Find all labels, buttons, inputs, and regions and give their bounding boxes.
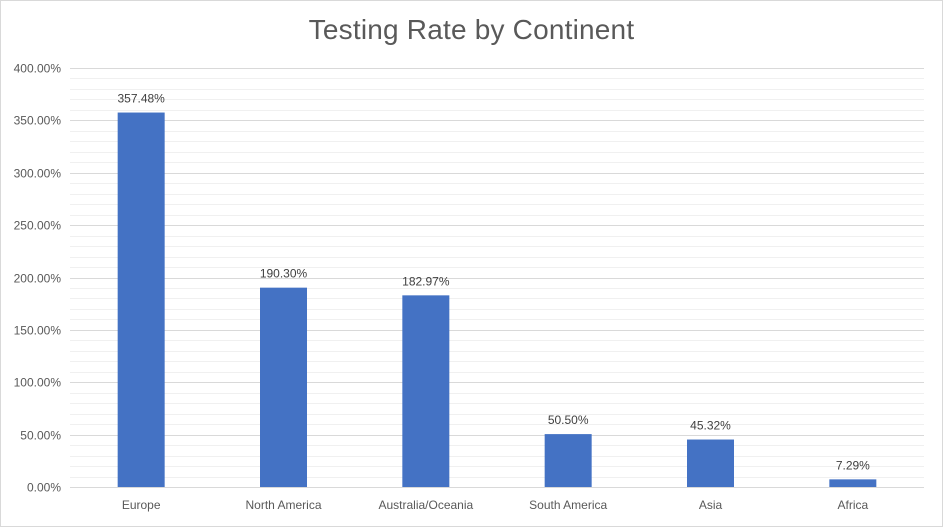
x-tick-label: South America xyxy=(529,498,607,512)
y-tick-label: 0.00% xyxy=(27,481,61,495)
x-tick-label: North America xyxy=(245,498,321,512)
data-labels: 357.48% 190.30% 182.97% 50.50% 45.32% 7.29% xyxy=(117,92,870,473)
x-tick-label: Africa xyxy=(837,498,868,512)
x-tick-label: Australia/Oceania xyxy=(378,498,473,512)
bar-europe xyxy=(117,112,165,487)
y-tick-label: 100.00% xyxy=(14,376,62,390)
gridlines xyxy=(70,68,924,488)
data-label: 7.29% xyxy=(836,458,870,472)
bar-africa xyxy=(829,479,877,487)
data-label: 357.48% xyxy=(117,92,165,106)
y-axis: 0.00% 50.00% 100.00% 150.00% 200.00% 250.00% 3… xyxy=(14,62,62,495)
data-label: 190.30% xyxy=(260,267,308,281)
y-tick-label: 300.00% xyxy=(14,167,62,181)
x-tick-label: Asia xyxy=(699,498,723,512)
y-tick-label: 400.00% xyxy=(14,62,62,76)
x-tick-label: Europe xyxy=(122,498,161,512)
bars xyxy=(117,112,877,487)
data-label: 50.50% xyxy=(548,413,589,427)
data-label: 182.97% xyxy=(402,274,450,288)
y-tick-label: 200.00% xyxy=(14,272,62,286)
bar-asia xyxy=(687,439,734,487)
y-tick-label: 250.00% xyxy=(14,219,62,233)
bar-australia-oceania xyxy=(402,295,450,487)
y-tick-label: 350.00% xyxy=(14,114,62,128)
bar-north-america xyxy=(260,287,307,487)
bar-south-america xyxy=(544,434,592,487)
y-tick-label: 150.00% xyxy=(14,324,62,338)
y-tick-label: 50.00% xyxy=(20,429,61,443)
chart-title: Testing Rate by Continent xyxy=(308,14,635,45)
data-label: 45.32% xyxy=(690,419,731,433)
x-axis: Europe North America Australia/Oceania Sout… xyxy=(122,498,869,512)
